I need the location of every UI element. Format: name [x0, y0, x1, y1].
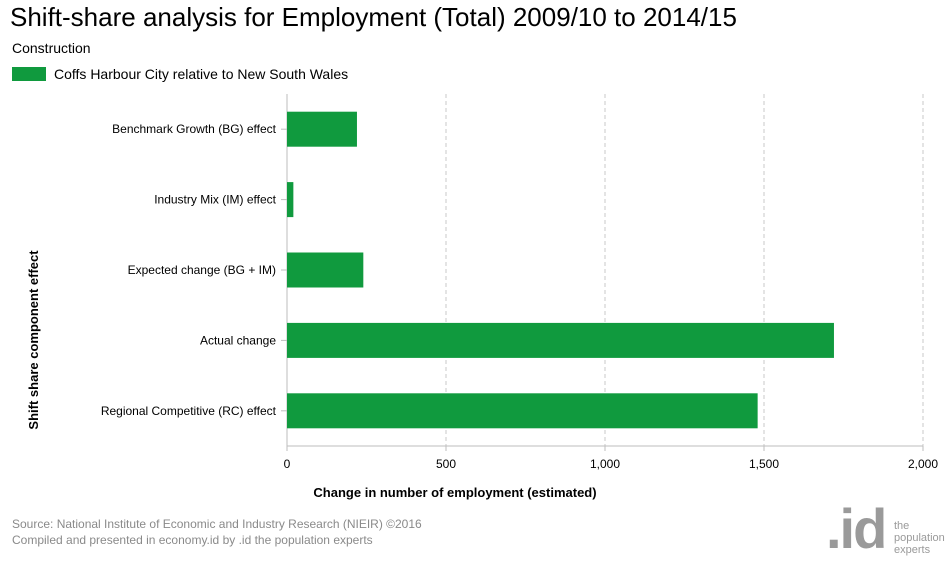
logo-tagline: the population experts	[894, 520, 945, 556]
logo-line-3: experts	[894, 544, 931, 556]
legend-label: Coffs Harbour City relative to New South…	[54, 66, 349, 82]
category-label-3: Actual change	[200, 333, 276, 347]
x-tick-label-4: 2,000	[908, 457, 938, 471]
chart-subtitle: Construction	[12, 40, 91, 56]
category-label-2: Expected change (BG + IM)	[128, 263, 276, 277]
source-note: Source: National Institute of Economic a…	[12, 516, 422, 548]
category-label-0: Benchmark Growth (BG) effect	[112, 122, 277, 136]
x-tick-label-1: 500	[436, 457, 456, 471]
source-line-2: Compiled and presented in economy.id by …	[12, 533, 373, 547]
bar-0	[287, 111, 357, 147]
legend: Coffs Harbour City relative to New South…	[12, 66, 348, 82]
logo-line-2: population	[894, 532, 945, 544]
category-label-1: Industry Mix (IM) effect	[154, 193, 276, 207]
x-axis-label: Change in number of employment (estimate…	[313, 485, 596, 500]
id-logo: .id the population experts	[826, 497, 950, 562]
x-tick-label-0: 0	[284, 457, 291, 471]
logo-line-1: the	[894, 520, 910, 532]
legend-swatch	[12, 67, 46, 81]
chart-title: Shift-share analysis for Employment (Tot…	[10, 2, 737, 32]
x-tick-label-2: 1,000	[590, 457, 620, 471]
bar-4	[287, 393, 758, 429]
x-tick-label-3: 1,500	[749, 457, 779, 471]
bar-1	[287, 182, 294, 218]
bar-2	[287, 252, 364, 288]
logo-mark: .id	[826, 497, 887, 560]
bar-3	[287, 322, 834, 358]
y-axis-label: Shift share component effect	[26, 250, 41, 430]
source-line-1: Source: National Institute of Economic a…	[12, 517, 422, 531]
category-label-4: Regional Competitive (RC) effect	[101, 404, 277, 418]
